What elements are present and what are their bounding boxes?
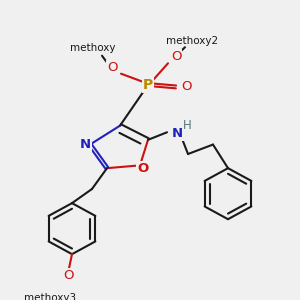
Text: methoxy2: methoxy2 — [166, 36, 218, 46]
Text: O: O — [107, 61, 117, 74]
Text: methoxy3: methoxy3 — [24, 292, 76, 300]
Text: H: H — [183, 119, 191, 132]
Text: methoxy: methoxy — [70, 43, 116, 53]
Text: P: P — [143, 78, 153, 92]
Text: O: O — [181, 80, 191, 93]
Text: O: O — [137, 162, 148, 175]
Text: O: O — [171, 50, 181, 63]
Text: N: N — [171, 127, 183, 140]
Text: O: O — [63, 269, 73, 282]
Text: N: N — [80, 138, 91, 151]
